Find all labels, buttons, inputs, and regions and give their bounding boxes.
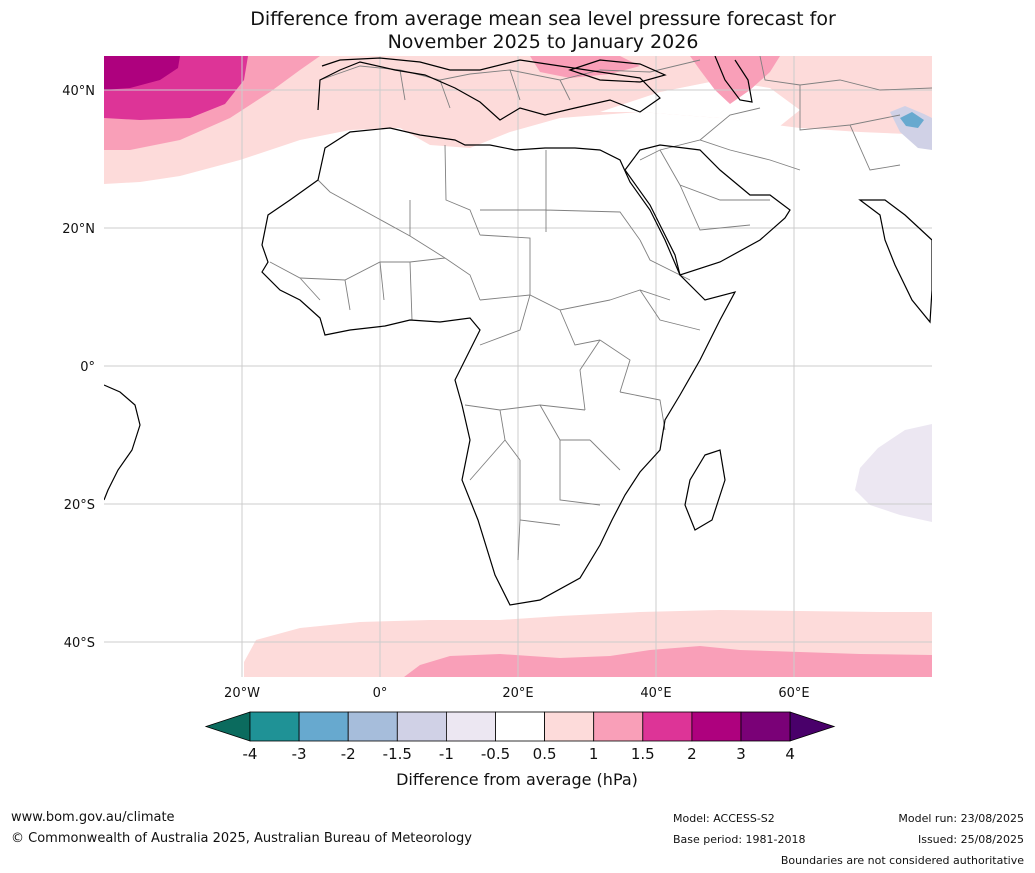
title-line-1: Difference from average mean sea level p… bbox=[250, 8, 836, 30]
lon-label-60e: 60°E bbox=[778, 686, 809, 701]
colorbar-bin bbox=[249, 711, 300, 742]
colorbar-bin bbox=[445, 711, 496, 742]
colorbar-tick-label: -1 bbox=[439, 745, 454, 763]
footer-disclaimer: Boundaries are not considered authoritat… bbox=[780, 854, 1024, 867]
country-boundaries bbox=[269, 56, 932, 561]
colorbar-bin bbox=[544, 711, 595, 742]
boundary-central-asia bbox=[759, 56, 932, 171]
colorbar-label: Difference from average (hPa) bbox=[396, 770, 638, 789]
gridlines bbox=[104, 56, 932, 677]
colorbar-over-triangle bbox=[789, 711, 836, 742]
map-panel bbox=[104, 56, 932, 677]
map-title: Difference from average mean sea level p… bbox=[110, 8, 976, 54]
boundary-southern-africa bbox=[464, 404, 621, 561]
latitude-labels: 40°N 20°N 0° 20°S 40°S bbox=[62, 84, 95, 651]
lon-label-0: 0° bbox=[373, 686, 388, 701]
anomaly-europe-medium-2 bbox=[690, 56, 780, 104]
coastline-black-sea bbox=[568, 59, 667, 83]
colorbar-bin bbox=[298, 711, 349, 742]
coastline-arabia bbox=[624, 144, 791, 276]
colorbar-ticks: -4 -3 -2 -1.5 -1 -0.5 0.5 1 1.5 2 3 4 bbox=[243, 745, 795, 763]
coastline-south-america bbox=[104, 384, 141, 501]
anomaly-indian-ocean-negative bbox=[855, 424, 932, 522]
colorbar-bin bbox=[691, 711, 742, 742]
colorbar-tick-label: 1.5 bbox=[631, 745, 655, 763]
colorbar-bin bbox=[495, 711, 545, 742]
footer-base-period: Base period: 1981-2018 bbox=[673, 833, 806, 846]
coastline-caspian bbox=[714, 56, 753, 103]
colorbar-tick-label: 1 bbox=[589, 745, 599, 763]
footer-website: www.bom.gov.au/climate bbox=[11, 810, 175, 825]
anomaly-south-medium bbox=[404, 646, 932, 677]
footer-issued: Issued: 25/08/2025 bbox=[917, 833, 1024, 846]
colorbar-bin bbox=[642, 711, 693, 742]
lon-label-20w: 20°W bbox=[224, 686, 260, 701]
colorbar-tick-label: -3 bbox=[292, 745, 307, 763]
coastline-africa bbox=[261, 127, 737, 606]
lat-label-40n: 40°N bbox=[62, 84, 95, 99]
footer-copyright: © Commonwealth of Australia 2025, Austra… bbox=[11, 831, 472, 846]
boundary-east-africa bbox=[579, 239, 701, 431]
anomaly-north-stronger bbox=[104, 56, 180, 90]
footer-model: Model: ACCESS-S2 bbox=[673, 812, 775, 825]
colorbar-bin bbox=[593, 711, 644, 742]
title-line-2: November 2025 to January 2026 bbox=[387, 31, 699, 53]
coastlines bbox=[104, 56, 932, 606]
coastline-europe bbox=[317, 57, 661, 121]
colorbar-bin bbox=[740, 711, 791, 742]
coastline-india bbox=[858, 199, 932, 324]
colorbar-tick-label: 3 bbox=[736, 745, 746, 763]
longitude-labels: 20°W 0° 20°E 40°E 60°E bbox=[224, 686, 810, 701]
lat-label-20n: 20°N bbox=[62, 222, 95, 237]
footer-model-run: Model run: 23/08/2025 bbox=[898, 812, 1024, 825]
lat-label-20s: 20°S bbox=[64, 498, 95, 513]
coastline-madagascar bbox=[684, 449, 726, 531]
colorbar-bin bbox=[396, 711, 447, 742]
lon-label-40e: 40°E bbox=[640, 686, 671, 701]
colorbar: -4 -3 -2 -1.5 -1 -0.5 0.5 1 1.5 2 3 4 Difference fr… bbox=[204, 711, 836, 789]
colorbar-tick-label: -4 bbox=[243, 745, 258, 763]
lon-label-20e: 20°E bbox=[502, 686, 533, 701]
colorbar-tick-label: -0.5 bbox=[481, 745, 510, 763]
lat-label-0: 0° bbox=[80, 360, 95, 375]
colorbar-bin bbox=[347, 711, 398, 742]
anomaly-tibet-negative-core bbox=[900, 112, 924, 128]
boundary-west-africa bbox=[269, 257, 481, 321]
boundary-north-africa bbox=[317, 144, 641, 295]
colorbar-tick-label: 4 bbox=[785, 745, 795, 763]
colorbar-tick-label: 2 bbox=[687, 745, 697, 763]
colorbar-tick-label: -1.5 bbox=[383, 745, 412, 763]
colorbar-tick-label: -2 bbox=[341, 745, 356, 763]
colorbar-under-triangle bbox=[204, 711, 251, 742]
anomaly-tibet-negative bbox=[890, 106, 932, 150]
lat-label-40s: 40°S bbox=[64, 636, 95, 651]
colorbar-tick-label: 0.5 bbox=[533, 745, 557, 763]
boundary-central-africa bbox=[479, 289, 671, 393]
boundary-middle-east bbox=[639, 107, 801, 231]
colorbar-bins bbox=[204, 711, 836, 742]
boundary-europe bbox=[319, 59, 701, 109]
